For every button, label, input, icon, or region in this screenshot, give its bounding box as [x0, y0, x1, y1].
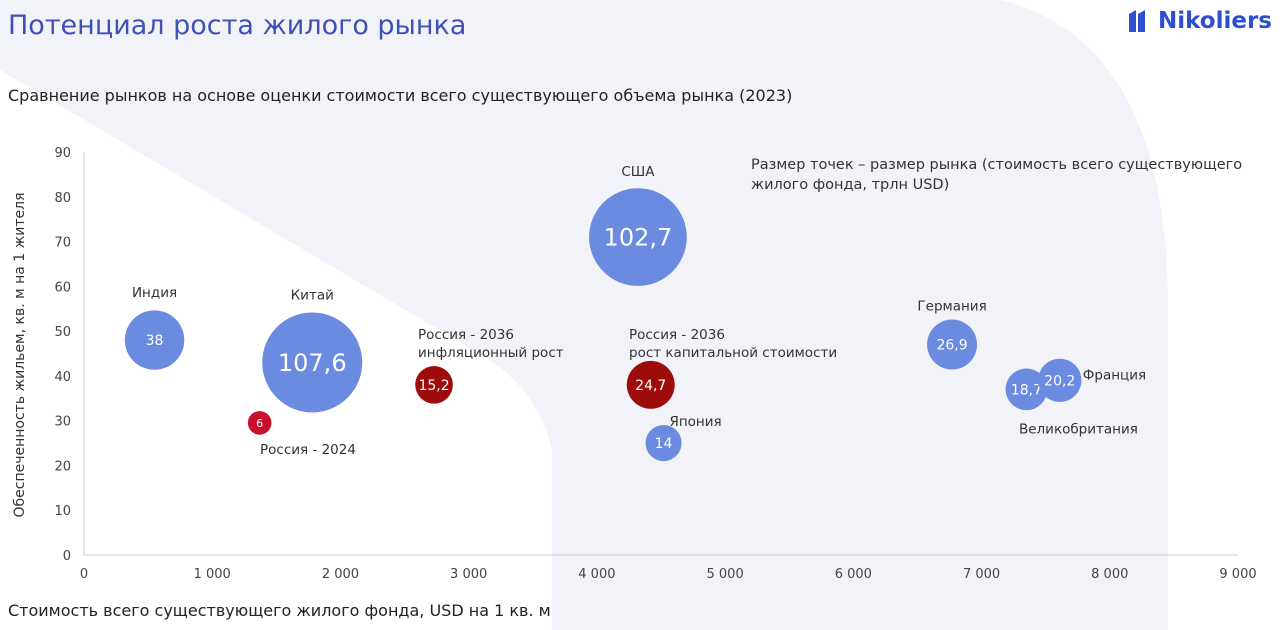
x-tick-label: 8 000 [1091, 567, 1128, 582]
bubble-value-label: 38 [146, 333, 164, 349]
bubble-value-label: 102,7 [604, 224, 673, 252]
y-tick-label: 60 [54, 280, 71, 295]
bubble-point [589, 188, 687, 286]
bubble-value-label: 15,2 [418, 378, 449, 394]
y-tick-label: 40 [54, 370, 71, 385]
x-tick-label: 3 000 [450, 567, 487, 582]
point-name-label: Индия [132, 285, 177, 301]
logo-text: Nikoliers [1157, 8, 1272, 34]
x-tick-label: 4 000 [578, 567, 615, 582]
bubble-value-label: 14 [655, 436, 673, 452]
x-axis-title: Стоимость всего существующего жилого фон… [8, 601, 551, 620]
y-tick-label: 90 [54, 146, 71, 161]
y-tick-label: 50 [54, 325, 71, 340]
x-tick-label: 9 000 [1219, 567, 1256, 582]
y-tick-label: 80 [54, 191, 71, 206]
point-name-label: инфляционный рост [418, 345, 564, 361]
bubble-value-label: 107,6 [278, 349, 347, 377]
bubble-point [927, 319, 978, 370]
x-tick-label: 2 000 [322, 567, 359, 582]
y-tick-label: 20 [54, 459, 71, 474]
bubble-point [247, 411, 272, 435]
y-axis-title: Обеспеченность жильем, кв. м на 1 жителя [12, 192, 28, 518]
bubble-point [626, 360, 675, 409]
y-tick-label: 10 [54, 504, 71, 519]
bubble-value-label: 26,9 [936, 338, 967, 354]
brand-logo: Nikoliers [1126, 8, 1272, 34]
point-name-label: Япония [669, 414, 721, 430]
point-name-label: рост капитальной стоимости [629, 345, 837, 361]
point-name-label: Великобритания [1019, 421, 1138, 437]
bubble-value-label: 18,7 [1011, 382, 1042, 398]
point-name-label: Россия - 2036 [629, 327, 725, 343]
chart-subtitle: Сравнение рынков на основе оценки стоимо… [8, 86, 793, 105]
x-tick-label: 7 000 [963, 567, 1000, 582]
point-name-label: США [621, 164, 655, 180]
y-tick-label: 30 [54, 415, 71, 430]
point-name-label: Россия - 2024 [260, 442, 356, 458]
bubble-point [645, 425, 682, 462]
y-tick-label: 70 [54, 236, 71, 251]
point-name-label: Россия - 2036 [418, 327, 514, 343]
page-title: Потенциал роста жилого рынка [8, 10, 467, 41]
bubble-point [124, 310, 185, 370]
x-tick-label: 6 000 [835, 567, 872, 582]
bubble-size-note: Размер точек – размер рынка (стоимость в… [751, 157, 1243, 193]
point-name-label: Германия [917, 299, 986, 315]
x-tick-label: 1 000 [194, 567, 231, 582]
bubble-point [415, 366, 453, 404]
bubble-point [1038, 358, 1082, 403]
point-name-label: Китай [291, 287, 334, 303]
bubble-value-label: 6 [256, 417, 263, 430]
bubble-point [1005, 368, 1048, 411]
point-name-label: Франция [1083, 367, 1146, 383]
bubble-value-label: 24,7 [635, 378, 666, 394]
x-tick-label: 5 000 [707, 567, 744, 582]
x-tick-label: 0 [80, 567, 88, 582]
bubble-point [262, 312, 363, 413]
nikoliers-logo-icon [1128, 10, 1145, 32]
y-tick-label: 0 [63, 549, 71, 564]
bubble-value-label: 20,2 [1044, 373, 1075, 389]
